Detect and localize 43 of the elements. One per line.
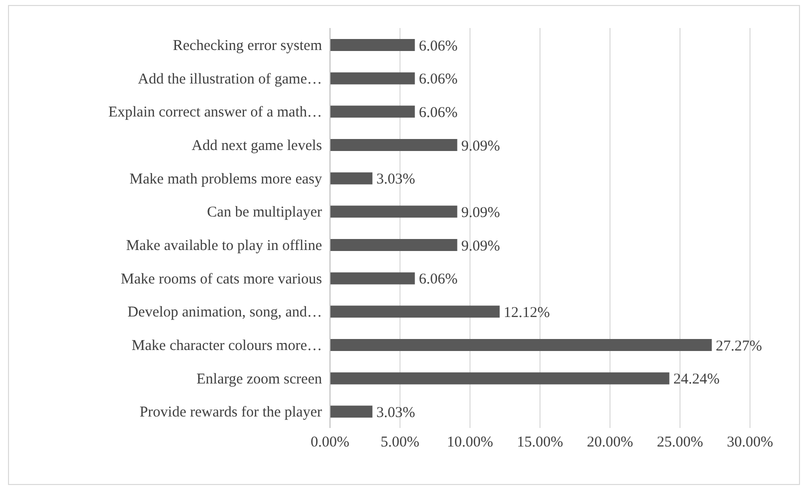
- bar: [330, 239, 458, 251]
- x-tick-label: 10.00%: [446, 434, 494, 451]
- y-tick-label: Add the illustration of game…: [138, 71, 322, 88]
- bar: [330, 406, 372, 418]
- x-tick-label: 25.00%: [656, 434, 704, 451]
- data-label: 3.03%: [376, 172, 416, 188]
- data-label: 6.06%: [418, 272, 458, 288]
- bar: [330, 206, 458, 218]
- bar: [330, 139, 458, 151]
- x-tick-label: 15.00%: [516, 434, 564, 451]
- y-tick-label: Develop animation, song, and…: [127, 304, 322, 321]
- data-label: 9.09%: [461, 138, 500, 154]
- bar: [330, 106, 415, 118]
- y-tick-label: Add next game levels: [192, 138, 322, 154]
- data-label: 9.09%: [461, 204, 500, 221]
- data-label: 24.24%: [673, 372, 720, 388]
- data-label: 27.27%: [716, 338, 762, 354]
- y-tick-label: Explain correct answer of a math…: [108, 104, 322, 121]
- data-label: 12.12%: [504, 304, 550, 321]
- bar: [330, 306, 500, 318]
- y-tick-label: Make math problems more easy: [130, 171, 322, 188]
- y-tick-label: Rechecking error system: [172, 38, 322, 54]
- data-label: 3.03%: [376, 404, 416, 421]
- y-tick-label: Provide rewards for the player: [140, 404, 322, 421]
- bar: [330, 72, 415, 84]
- bar: [330, 272, 415, 284]
- bar: [330, 39, 415, 51]
- x-tick-label: 20.00%: [586, 434, 634, 451]
- x-tick-label: 0.00%: [310, 434, 350, 451]
- x-tick-label: 5.00%: [380, 434, 420, 451]
- bar: [330, 372, 670, 384]
- y-tick-label: Enlarge zoom screen: [196, 371, 322, 388]
- y-tick-label: Make character colours more…: [132, 338, 322, 354]
- data-label: 9.09%: [461, 238, 500, 254]
- data-label: 6.06%: [418, 38, 458, 54]
- y-tick-label: Make rooms of cats more various: [120, 271, 322, 288]
- data-label: 6.06%: [418, 104, 458, 121]
- data-label: 6.06%: [418, 72, 458, 88]
- y-tick-label: Make available to play in offline: [126, 238, 322, 254]
- y-tick-label: Can be multiplayer: [207, 204, 322, 221]
- x-tick-label: 30.00%: [726, 434, 774, 451]
- bar: [330, 172, 372, 184]
- bar: [330, 339, 712, 351]
